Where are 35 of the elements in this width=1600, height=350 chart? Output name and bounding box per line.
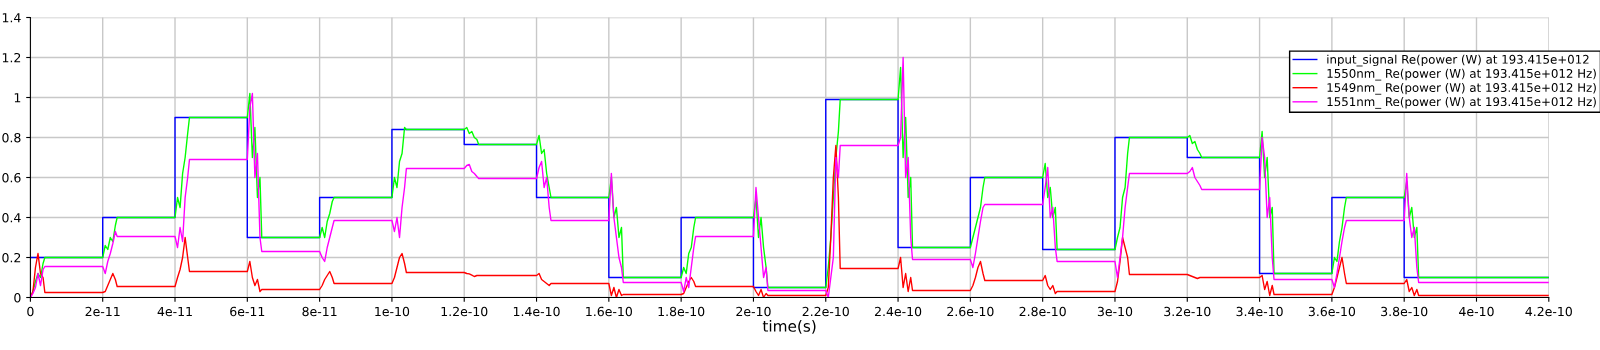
y-tick-label: 0.2 <box>2 252 21 263</box>
x-tick-label: 0 <box>27 306 34 317</box>
x-axis-title: time(s) <box>762 320 816 334</box>
x-tick-label: 1.4e-10 <box>513 306 560 317</box>
x-tick-label: 6e-11 <box>230 306 265 317</box>
x-tick-label: 3e-10 <box>1097 306 1133 317</box>
x-tick-label: 2e-10 <box>736 306 771 317</box>
y-tick-label: 0.4 <box>2 212 21 223</box>
y-tick-label: 0.6 <box>2 172 21 183</box>
x-tick-label: 3.4e-10 <box>1236 306 1283 317</box>
x-tick-label: 2e-11 <box>85 306 120 317</box>
x-tick-label: 8e-11 <box>302 306 337 317</box>
y-tick-label: 1.4 <box>2 13 21 23</box>
x-tick-label: 3.6e-10 <box>1308 306 1356 317</box>
legend-label: input_signal Re(power (W) at 193.415e+012 <box>1327 54 1589 67</box>
x-tick-label: 1e-10 <box>375 306 410 317</box>
x-tick-label: 2.4e-10 <box>874 306 922 317</box>
y-tick-label: 1 <box>14 93 21 103</box>
x-tick-label: 2.8e-10 <box>1019 306 1066 317</box>
y-tick-label: 1.2 <box>2 52 21 63</box>
legend-label: 1551nm_ Re(power (W) at 193.415e+012 Hz) <box>1327 97 1596 109</box>
x-tick-label: 2.6e-10 <box>947 306 994 317</box>
x-tick-label: 4e-10 <box>1459 306 1494 317</box>
x-tick-label: 1.8e-10 <box>658 306 705 317</box>
y-tick-label: 0 <box>14 292 21 303</box>
x-tick-label: 1.2e-10 <box>441 306 488 317</box>
x-tick-label: 4.2e-10 <box>1525 306 1572 317</box>
x-tick-label: 3.2e-10 <box>1164 306 1211 317</box>
legend-label: 1549nm_ Re(power (W) at 193.415e+012 Hz) <box>1327 82 1596 95</box>
y-tick-label: 0.8 <box>2 132 21 143</box>
x-tick-label: 2.2e-10 <box>802 306 849 317</box>
x-tick-label: 4e-11 <box>157 306 192 317</box>
legend-label: 1550nm_ Re(power (W) at 193.415e+012 Hz) <box>1327 68 1596 81</box>
x-tick-label: 3.8e-10 <box>1381 306 1428 317</box>
x-tick-label: 1.6e-10 <box>586 306 632 317</box>
